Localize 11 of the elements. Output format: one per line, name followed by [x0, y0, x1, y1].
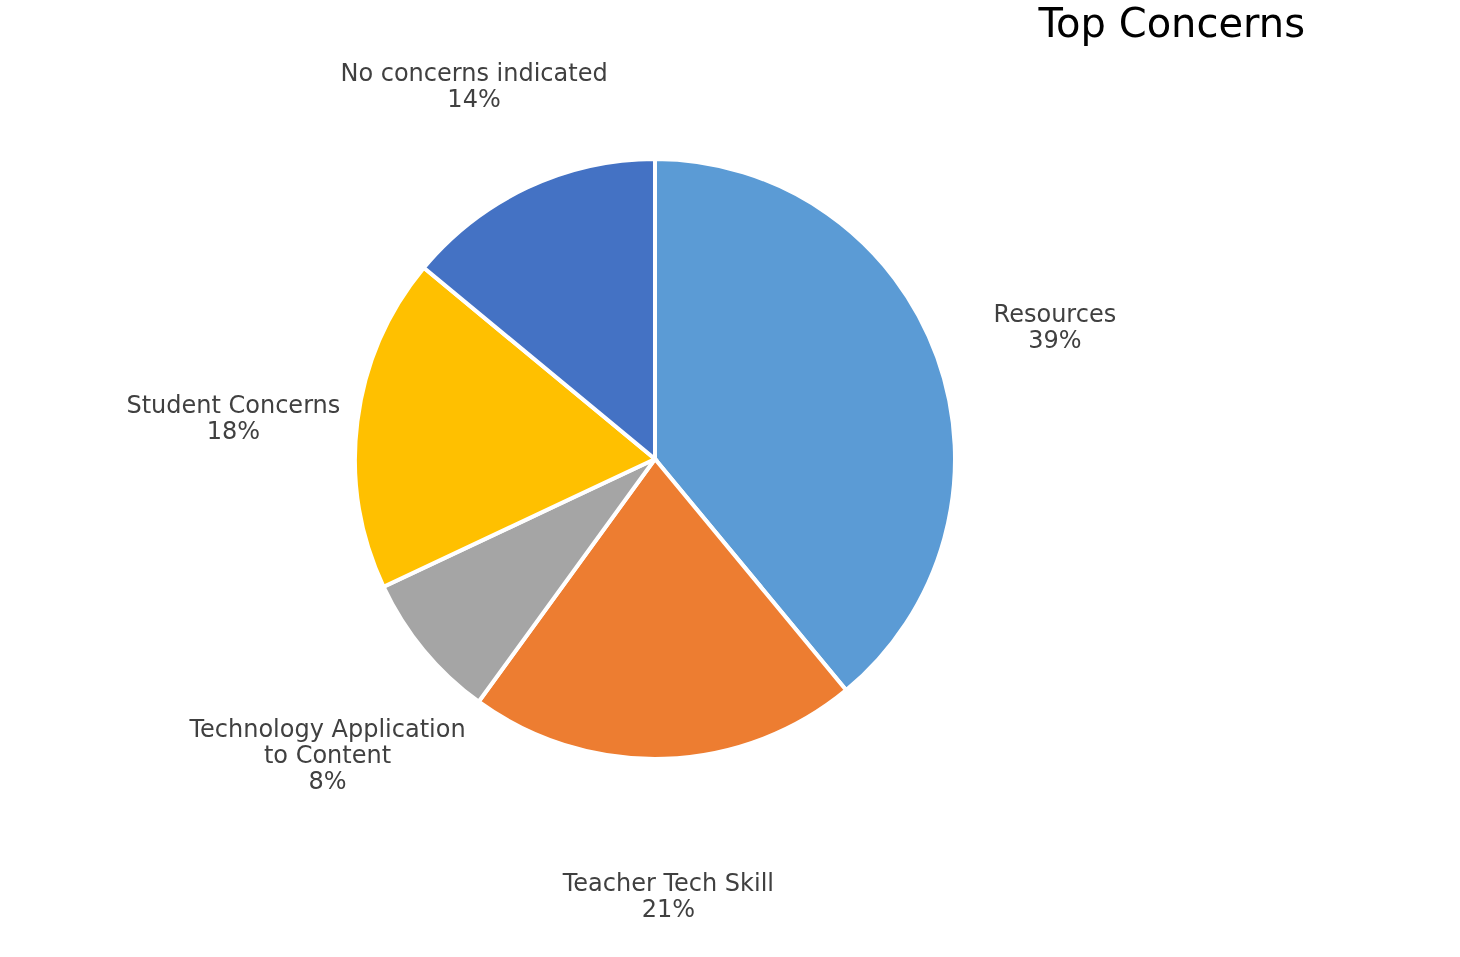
chart-title: Top Concerns — [1037, 0, 1305, 46]
slice-label: No concerns indicated — [340, 59, 608, 88]
slice-label: Resources — [993, 300, 1117, 329]
data-label: 21% — [641, 894, 696, 923]
data-label: 8% — [308, 766, 347, 795]
data-label: 14% — [447, 85, 501, 114]
slice-label: Student Concerns — [126, 390, 341, 419]
slice-label: Teacher Tech Skill — [561, 868, 774, 897]
data-label: 18% — [206, 416, 261, 445]
slice-label: Technology Application to Content — [188, 714, 466, 769]
data-label: 39% — [1028, 326, 1082, 355]
